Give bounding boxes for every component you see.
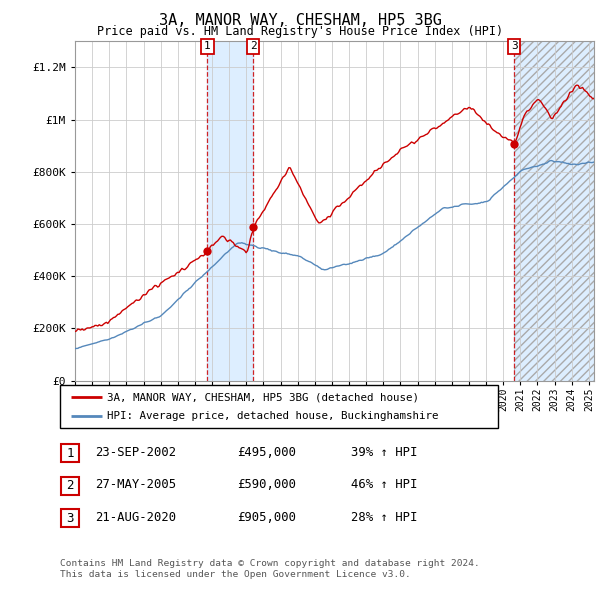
Text: Price paid vs. HM Land Registry's House Price Index (HPI): Price paid vs. HM Land Registry's House … bbox=[97, 25, 503, 38]
Bar bbox=[208, 41, 253, 381]
Text: HPI: Average price, detached house, Buckinghamshire: HPI: Average price, detached house, Buck… bbox=[107, 411, 439, 421]
Text: 3A, MANOR WAY, CHESHAM, HP5 3BG: 3A, MANOR WAY, CHESHAM, HP5 3BG bbox=[158, 13, 442, 28]
Text: £495,000: £495,000 bbox=[237, 446, 296, 459]
Text: 23-SEP-2002: 23-SEP-2002 bbox=[95, 446, 176, 459]
Text: 3: 3 bbox=[67, 512, 74, 525]
Text: 2: 2 bbox=[67, 479, 74, 492]
Text: 46% ↑ HPI: 46% ↑ HPI bbox=[351, 478, 418, 491]
Text: Contains HM Land Registry data © Crown copyright and database right 2024.: Contains HM Land Registry data © Crown c… bbox=[60, 559, 480, 568]
FancyBboxPatch shape bbox=[61, 477, 79, 494]
Text: 1: 1 bbox=[67, 447, 74, 460]
Text: 3A, MANOR WAY, CHESHAM, HP5 3BG (detached house): 3A, MANOR WAY, CHESHAM, HP5 3BG (detache… bbox=[107, 392, 419, 402]
Text: 3: 3 bbox=[511, 41, 518, 51]
Bar bbox=[514, 41, 594, 381]
FancyBboxPatch shape bbox=[60, 385, 498, 428]
Bar bbox=[514, 41, 594, 381]
FancyBboxPatch shape bbox=[61, 444, 79, 462]
Text: 2: 2 bbox=[250, 41, 257, 51]
Text: 27-MAY-2005: 27-MAY-2005 bbox=[95, 478, 176, 491]
Text: 21-AUG-2020: 21-AUG-2020 bbox=[95, 511, 176, 524]
Text: £590,000: £590,000 bbox=[237, 478, 296, 491]
Text: 39% ↑ HPI: 39% ↑ HPI bbox=[351, 446, 418, 459]
Text: 1: 1 bbox=[204, 41, 211, 51]
FancyBboxPatch shape bbox=[61, 509, 79, 527]
Text: This data is licensed under the Open Government Licence v3.0.: This data is licensed under the Open Gov… bbox=[60, 571, 411, 579]
Text: £905,000: £905,000 bbox=[237, 511, 296, 524]
Text: 28% ↑ HPI: 28% ↑ HPI bbox=[351, 511, 418, 524]
